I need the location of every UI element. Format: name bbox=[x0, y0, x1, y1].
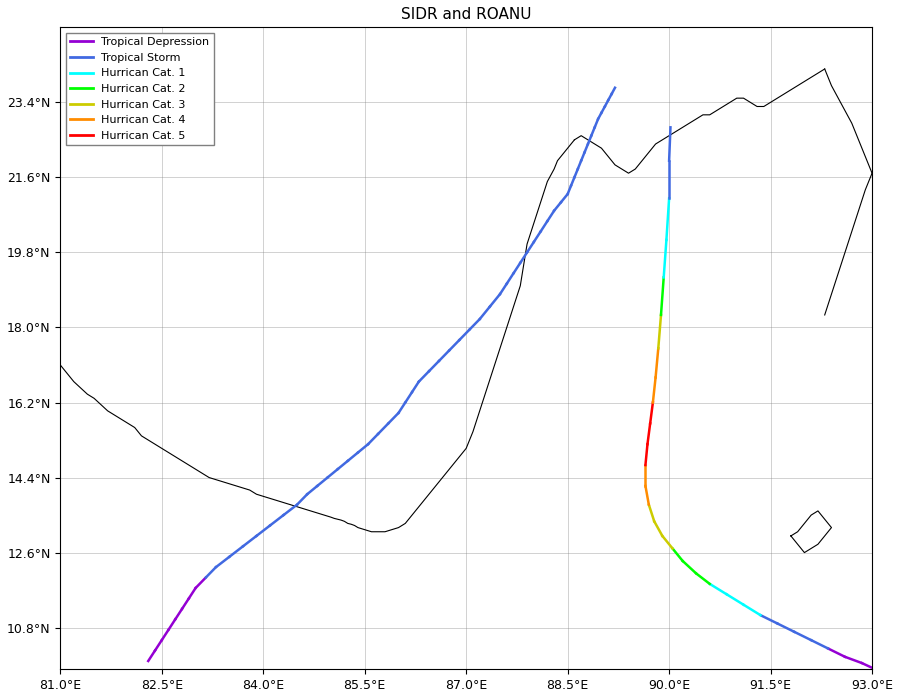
Legend: Tropical Depression, Tropical Storm, Hurrican Cat. 1, Hurrican Cat. 2, Hurrican : Tropical Depression, Tropical Storm, Hur… bbox=[66, 33, 214, 145]
Title: SIDR and ROANU: SIDR and ROANU bbox=[400, 7, 531, 22]
